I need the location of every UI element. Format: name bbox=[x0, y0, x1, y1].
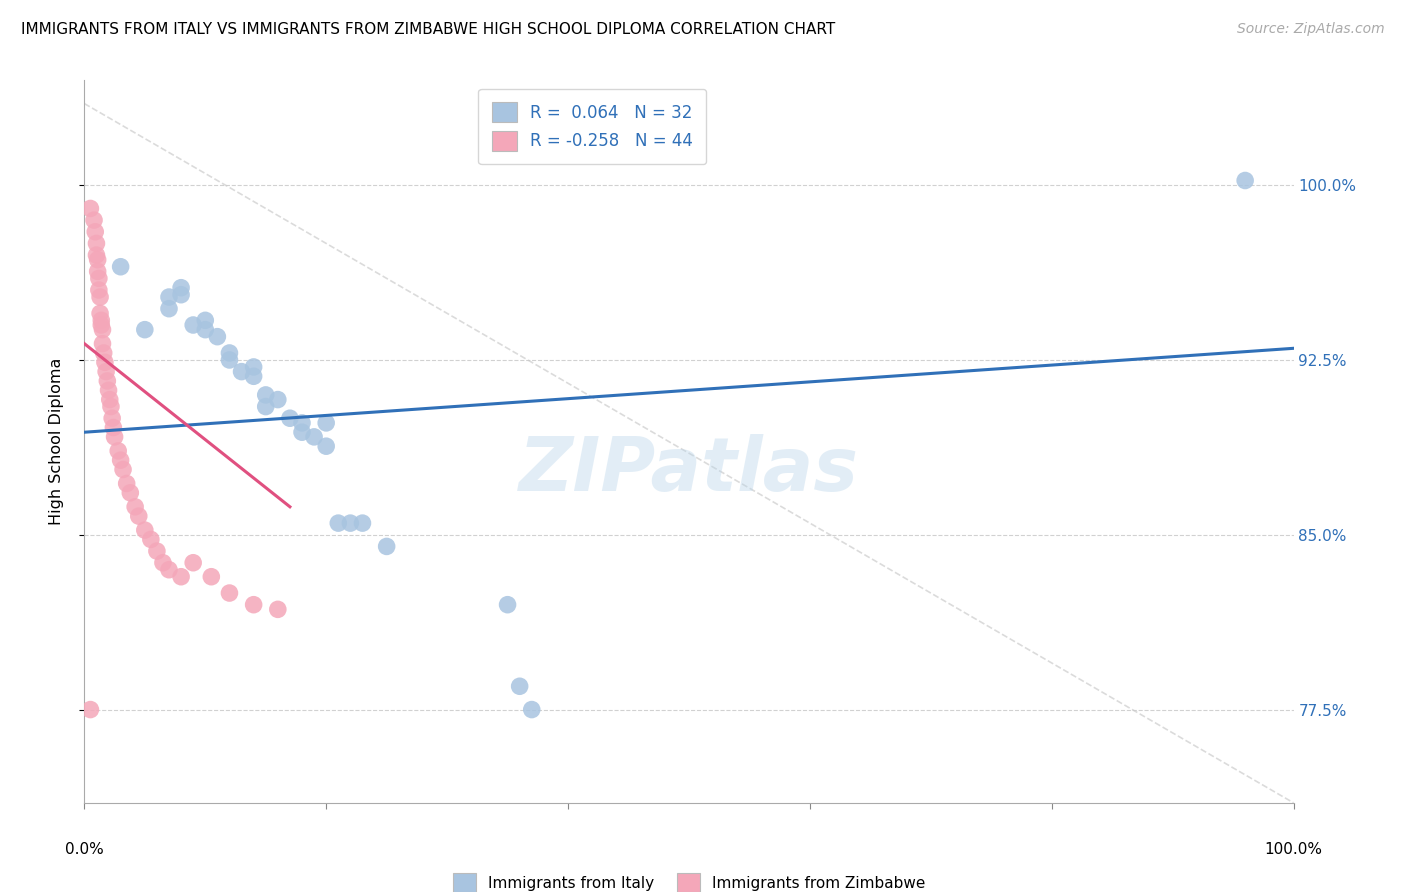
Point bbox=[267, 392, 290, 407]
Point bbox=[352, 516, 374, 530]
Point bbox=[242, 598, 264, 612]
Point bbox=[146, 544, 169, 558]
Point bbox=[83, 213, 105, 227]
Point bbox=[86, 264, 108, 278]
Point bbox=[79, 702, 101, 716]
Point bbox=[254, 400, 277, 414]
Text: 100.0%: 100.0% bbox=[1264, 842, 1323, 856]
Point bbox=[124, 500, 146, 514]
Text: 0.0%: 0.0% bbox=[65, 842, 104, 856]
Point bbox=[94, 365, 117, 379]
Point bbox=[87, 283, 110, 297]
Point bbox=[134, 323, 156, 337]
Point bbox=[110, 453, 132, 467]
Point bbox=[170, 281, 193, 295]
Point bbox=[218, 353, 240, 368]
Point bbox=[302, 430, 325, 444]
Point bbox=[94, 355, 117, 369]
Point bbox=[496, 598, 519, 612]
Point bbox=[90, 313, 112, 327]
Point bbox=[375, 540, 398, 554]
Point bbox=[91, 323, 114, 337]
Point bbox=[315, 416, 337, 430]
Point bbox=[110, 260, 132, 274]
Point bbox=[194, 323, 217, 337]
Point bbox=[181, 318, 204, 332]
Point bbox=[134, 523, 156, 537]
Point bbox=[115, 476, 138, 491]
Point bbox=[242, 359, 264, 374]
Point bbox=[242, 369, 264, 384]
Point bbox=[194, 313, 217, 327]
Point bbox=[139, 533, 162, 547]
Point bbox=[291, 416, 314, 430]
Point bbox=[157, 301, 180, 316]
Point bbox=[93, 346, 115, 360]
Point bbox=[170, 287, 193, 301]
Point bbox=[152, 556, 174, 570]
Point bbox=[86, 252, 108, 267]
Point bbox=[509, 679, 531, 693]
Point bbox=[128, 509, 150, 524]
Point bbox=[181, 556, 204, 570]
Point bbox=[200, 570, 222, 584]
Point bbox=[97, 384, 120, 398]
Point bbox=[104, 430, 127, 444]
Point bbox=[315, 439, 337, 453]
Y-axis label: High School Diploma: High School Diploma bbox=[49, 358, 63, 525]
Point bbox=[218, 346, 240, 360]
Point bbox=[254, 388, 277, 402]
Point bbox=[218, 586, 240, 600]
Text: Source: ZipAtlas.com: Source: ZipAtlas.com bbox=[1237, 22, 1385, 37]
Point bbox=[87, 271, 110, 285]
Text: IMMIGRANTS FROM ITALY VS IMMIGRANTS FROM ZIMBABWE HIGH SCHOOL DIPLOMA CORRELATIO: IMMIGRANTS FROM ITALY VS IMMIGRANTS FROM… bbox=[21, 22, 835, 37]
Point bbox=[84, 225, 107, 239]
Point bbox=[90, 318, 112, 332]
Point bbox=[107, 443, 129, 458]
Point bbox=[98, 392, 121, 407]
Text: ZIPatlas: ZIPatlas bbox=[519, 434, 859, 507]
Point bbox=[112, 462, 135, 476]
Point bbox=[207, 329, 229, 343]
Point bbox=[1234, 173, 1257, 187]
Legend: Immigrants from Italy, Immigrants from Zimbabwe: Immigrants from Italy, Immigrants from Z… bbox=[440, 861, 938, 892]
Point bbox=[278, 411, 301, 425]
Point bbox=[520, 702, 543, 716]
Point bbox=[91, 336, 114, 351]
Point bbox=[103, 420, 125, 434]
Point bbox=[157, 290, 180, 304]
Point bbox=[86, 236, 108, 251]
Point bbox=[96, 374, 118, 388]
Point bbox=[101, 411, 124, 425]
Point bbox=[86, 248, 108, 262]
Point bbox=[267, 602, 290, 616]
Point bbox=[100, 400, 122, 414]
Point bbox=[79, 202, 101, 216]
Point bbox=[231, 365, 253, 379]
Point bbox=[120, 485, 142, 500]
Point bbox=[157, 563, 180, 577]
Point bbox=[339, 516, 361, 530]
Point bbox=[328, 516, 350, 530]
Point bbox=[170, 570, 193, 584]
Point bbox=[89, 306, 111, 320]
Point bbox=[291, 425, 314, 440]
Point bbox=[89, 290, 111, 304]
